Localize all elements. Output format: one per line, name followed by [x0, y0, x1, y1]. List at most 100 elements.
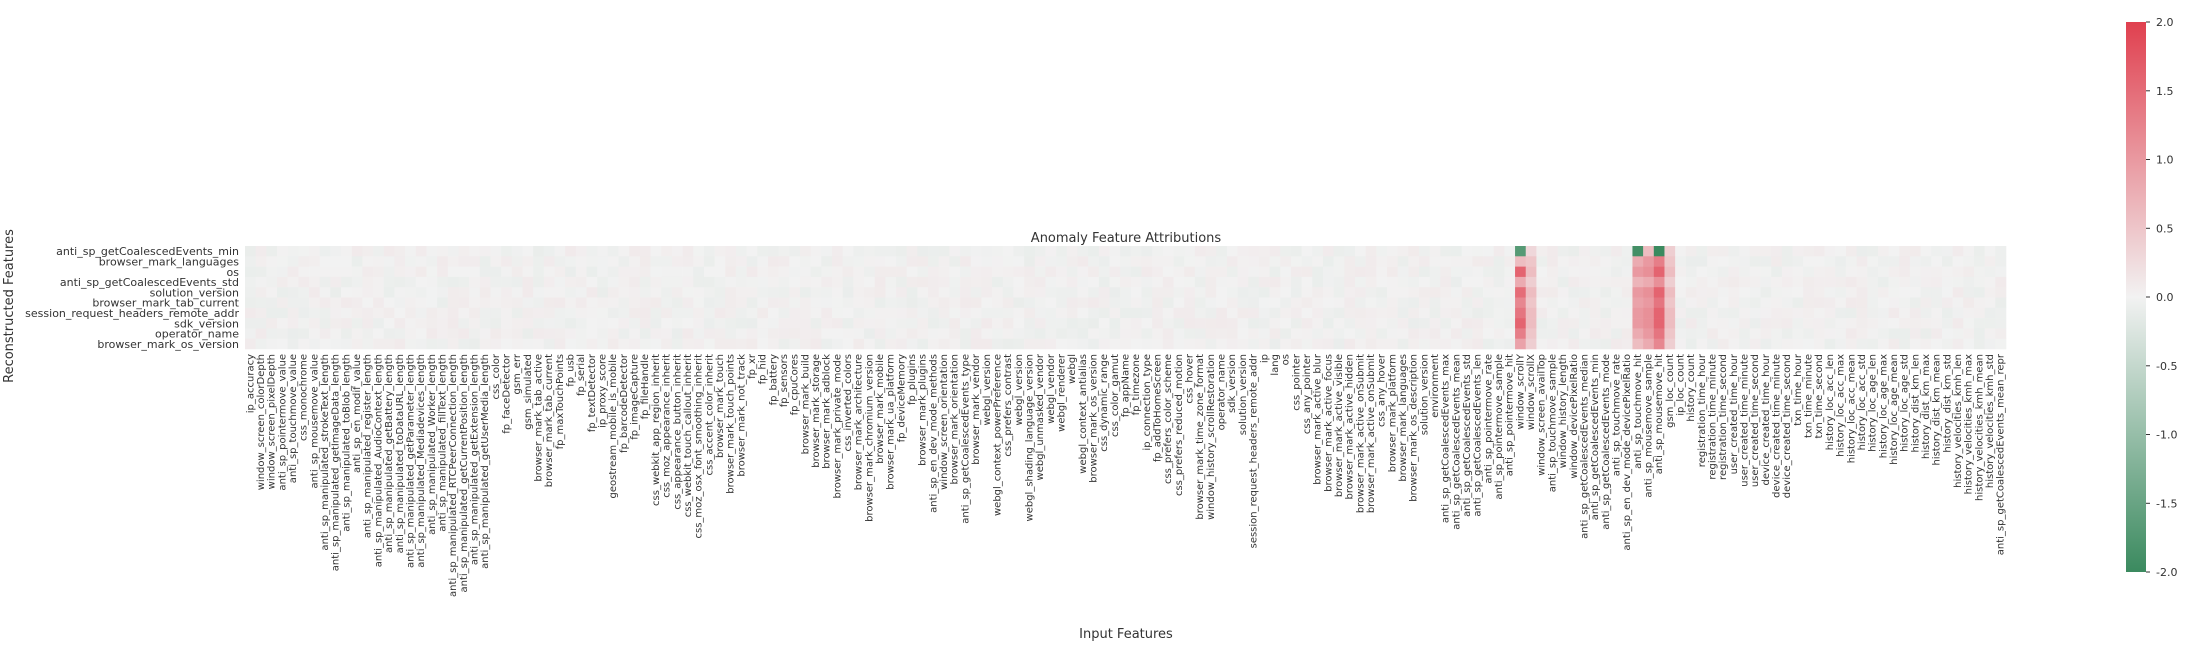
x-tick-label: anti_sp_pointermove_sample [1494, 354, 1505, 500]
heatmap-cell [1568, 287, 1580, 298]
x-tick-label: history_loc_acc_std [1857, 354, 1868, 450]
heatmap-cell [1216, 297, 1228, 309]
heatmap-cell [639, 297, 651, 309]
heatmap-cell [789, 246, 801, 257]
heatmap-cell [1568, 297, 1580, 309]
heatmap-cell [1963, 328, 1975, 339]
heatmap-cell [1941, 328, 1953, 339]
heatmap-cell [970, 266, 982, 278]
heatmap-cell [885, 318, 897, 329]
heatmap-cell [309, 307, 321, 319]
heatmap-cell [693, 266, 705, 278]
heatmap-cell [832, 256, 843, 267]
heatmap-cell [693, 328, 705, 339]
heatmap-cell [319, 328, 331, 339]
heatmap-cell [1781, 307, 1793, 319]
x-tick-label: fp_fileHandle [640, 354, 651, 419]
heatmap-cell [1579, 297, 1591, 309]
heatmap-cell [1205, 266, 1217, 278]
heatmap-cell [1461, 256, 1473, 267]
heatmap-cell [1056, 246, 1068, 257]
heatmap-cell [1760, 246, 1772, 257]
heatmap-cell [597, 256, 609, 267]
heatmap-cell [1611, 297, 1623, 309]
heatmap-cell [277, 318, 288, 329]
heatmap-cell [896, 328, 908, 339]
heatmap-cell [1216, 266, 1228, 278]
heatmap-cell [1579, 318, 1591, 329]
heatmap-cell [1130, 246, 1142, 257]
heatmap-cell [1749, 287, 1761, 298]
heatmap-cell [1077, 338, 1089, 350]
heatmap-cell [1525, 287, 1537, 298]
heatmap-cell [394, 297, 406, 309]
heatmap-cell [767, 338, 779, 350]
heatmap-cell [778, 246, 790, 257]
heatmap-cell [1205, 297, 1217, 309]
heatmap-cell [864, 256, 875, 267]
heatmap-cell [1184, 266, 1196, 278]
heatmap-cell [1696, 266, 1708, 278]
heatmap-cell [1963, 297, 1975, 309]
heatmap-cell [1728, 297, 1740, 309]
heatmap-cell [522, 307, 534, 319]
heatmap-cell [1056, 266, 1068, 278]
heatmap-cell [597, 276, 609, 288]
heatmap-cell [1194, 276, 1206, 288]
heatmap-cell [405, 287, 417, 298]
heatmap-cell [1931, 256, 1943, 267]
heatmap-cell [1589, 256, 1601, 267]
heatmap-cell [330, 318, 342, 329]
heatmap-cell [1312, 246, 1324, 257]
heatmap-cell [821, 287, 833, 298]
heatmap-cell [1120, 307, 1132, 319]
heatmap-cell [810, 276, 822, 288]
heatmap-cell [1920, 256, 1932, 267]
heatmap-cell [1899, 338, 1911, 350]
heatmap-cell [319, 256, 331, 267]
heatmap-cell [906, 318, 918, 329]
heatmap-cell [714, 328, 726, 339]
heatmap-cell [1781, 287, 1793, 298]
heatmap-cell [1280, 297, 1292, 309]
heatmap-cell [1419, 266, 1430, 278]
heatmap-cell [1088, 287, 1100, 298]
x-tick-label: anti_sp_mousemove_sample [1643, 354, 1654, 498]
heatmap-cell [810, 256, 822, 267]
heatmap-cell [949, 276, 961, 288]
heatmap-cell [1333, 297, 1345, 309]
heatmap-cell [682, 276, 694, 288]
heatmap-cell [1536, 297, 1548, 309]
heatmap-cell [757, 338, 769, 350]
heatmap-cell [650, 307, 662, 319]
heatmap-cell [1397, 287, 1409, 298]
heatmap-cell [1557, 276, 1569, 288]
heatmap-cell [1792, 338, 1804, 350]
heatmap-cell [1589, 318, 1601, 329]
heatmap-cell [533, 297, 545, 309]
heatmap-cell [1077, 256, 1089, 267]
heatmap-cell [896, 307, 908, 319]
heatmap-cell [1376, 307, 1388, 319]
heatmap-cell [1226, 328, 1238, 339]
heatmap-cell [1419, 307, 1430, 319]
heatmap-cell [992, 307, 1004, 319]
heatmap-cell [1130, 318, 1142, 329]
heatmap-cell [746, 307, 758, 319]
heatmap-cell [1867, 338, 1879, 350]
x-tick-label: webgl_unmasked_vendor [1035, 353, 1046, 480]
heatmap-cell [1461, 338, 1473, 350]
heatmap-cell [543, 276, 555, 288]
heatmap-cell [469, 266, 481, 278]
heatmap-cell [1824, 307, 1836, 319]
heatmap-cell [266, 297, 278, 309]
heatmap-cell [1429, 318, 1441, 329]
heatmap-cell [853, 297, 865, 309]
heatmap-cell [405, 328, 417, 339]
heatmap-cell [1098, 246, 1110, 257]
heatmap-cell [543, 318, 555, 329]
heatmap-cell [1162, 287, 1174, 298]
heatmap-cell [1568, 246, 1580, 257]
heatmap-cell [1579, 338, 1591, 350]
heatmap-cell [1856, 318, 1868, 329]
